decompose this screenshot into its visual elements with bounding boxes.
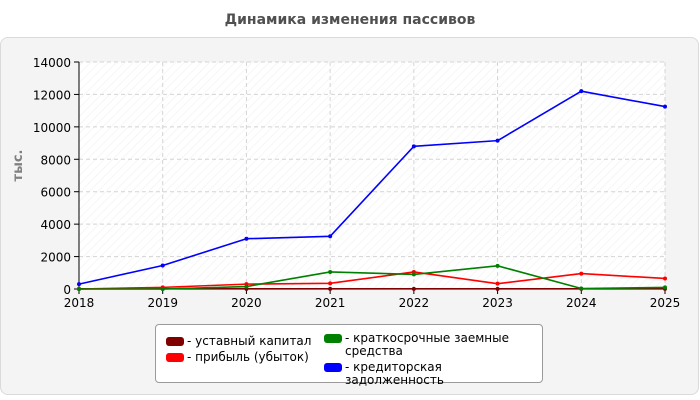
data-point: [328, 286, 333, 291]
data-point: [244, 236, 249, 241]
data-point: [579, 286, 584, 291]
data-point: [328, 281, 333, 286]
data-point: [495, 263, 500, 268]
data-point: [160, 287, 165, 291]
chart-legend: - уставный капитал - прибыль (убыток) - …: [155, 324, 543, 387]
legend-swatch: [166, 337, 184, 346]
x-tick-label: 2025: [650, 296, 681, 310]
data-point: [328, 234, 333, 239]
data-point: [495, 138, 500, 143]
y-tick-label: 2000: [40, 251, 71, 265]
y-tick-label: 10000: [33, 121, 71, 135]
legend-item-kreditorskaya: - кредиторская задолженность: [324, 361, 542, 387]
legend-item-pribyl: - прибыль (убыток): [166, 351, 309, 364]
data-point: [663, 104, 667, 109]
y-tick-label: 4000: [40, 218, 71, 232]
data-point: [77, 287, 81, 291]
series-line-2: [79, 265, 666, 290]
data-point: [411, 144, 416, 149]
data-point: [244, 284, 249, 289]
series-line-1: [78, 271, 666, 290]
legend-label: - уставный капитал: [187, 334, 312, 348]
plot-area: [79, 62, 665, 289]
legend-item-kratkosrochnye: - краткосрочные заемные средства: [324, 332, 534, 358]
legend-swatch: [166, 353, 184, 362]
legend-item-ustavnyy-kapital: - уставный капитал: [166, 335, 311, 348]
y-tick-label: 14000: [33, 56, 71, 70]
legend-label: - краткосрочные заемные средства: [345, 331, 509, 358]
data-point: [77, 282, 81, 287]
data-point: [328, 269, 333, 274]
series-line-3: [78, 90, 666, 285]
legend-label: - прибыль (убыток): [187, 350, 309, 364]
data-point: [579, 271, 584, 276]
data-point: [495, 286, 500, 291]
x-tick-label: 2018: [64, 296, 95, 310]
data-point: [160, 263, 165, 268]
chart-title: Динамика изменения пассивов: [224, 12, 476, 28]
legend-swatch: [324, 334, 342, 343]
y-tick-label: 6000: [40, 186, 71, 200]
data-point: [411, 272, 416, 277]
legend-swatch: [324, 363, 342, 372]
data-point: [579, 89, 584, 94]
y-tick-label: 8000: [40, 153, 71, 167]
y-tick-label: 12000: [33, 88, 71, 102]
x-tick-label: 2022: [399, 296, 430, 310]
x-tick-label: 2023: [482, 296, 513, 310]
x-tick-label: 2024: [566, 296, 597, 310]
data-point: [663, 276, 667, 281]
legend-label: - кредиторская задолженность: [345, 360, 444, 387]
y-tick-label: 0: [63, 283, 71, 297]
x-tick-label: 2020: [231, 296, 262, 310]
x-tick-label: 2021: [315, 296, 346, 310]
data-point: [663, 285, 667, 290]
x-tick-label: 2019: [147, 296, 178, 310]
data-point: [495, 281, 500, 286]
data-point: [411, 286, 416, 291]
y-axis-label: тыс.: [11, 150, 26, 182]
